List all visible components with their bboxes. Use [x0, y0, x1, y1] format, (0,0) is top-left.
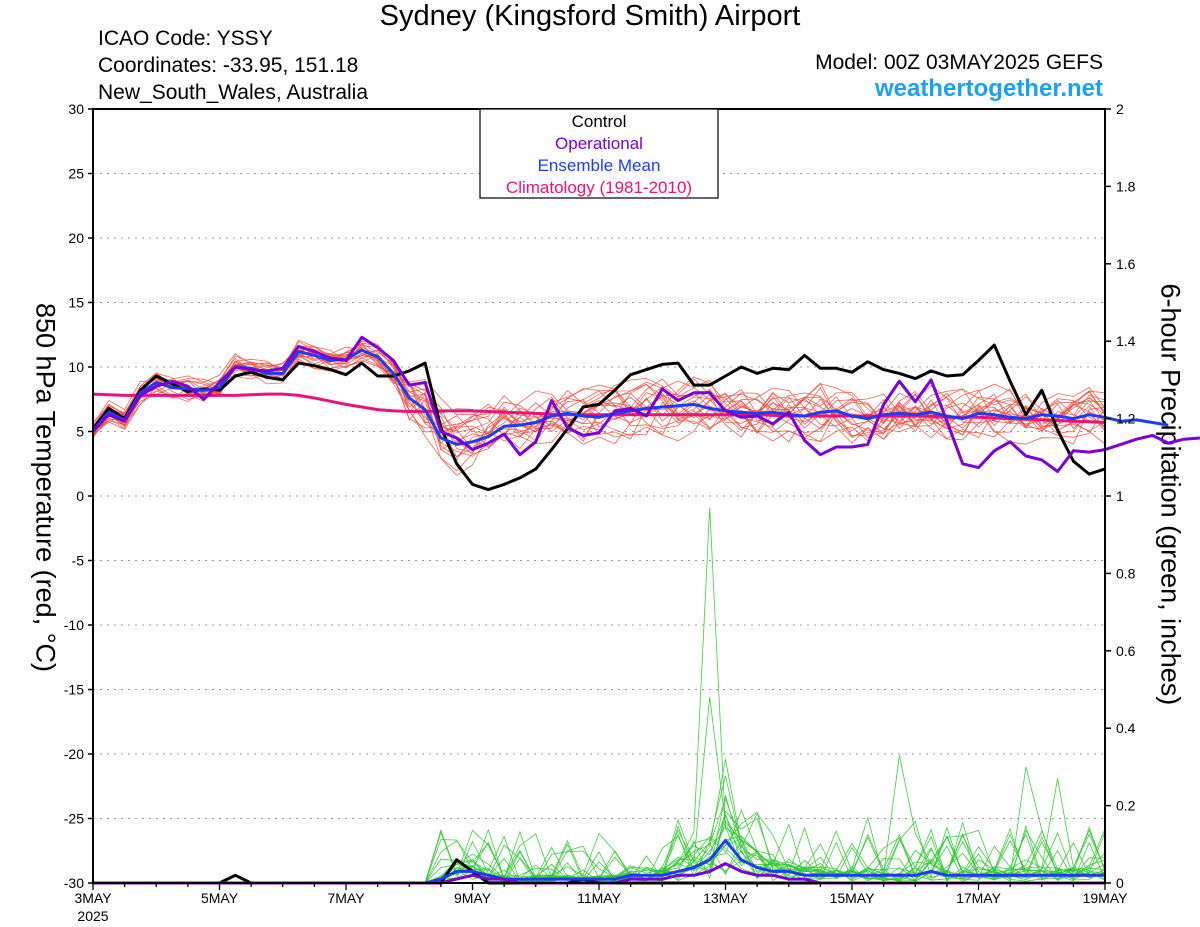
x-tick-label: 5MAY: [201, 890, 239, 906]
series-lines: [91, 335, 1200, 885]
y-tick-label: 5: [76, 424, 84, 440]
series-temp-operational: [91, 335, 1200, 473]
member-precip-line: [93, 507, 1106, 884]
y2-tick-label: 1.8: [1116, 178, 1136, 194]
y2-tick-label: 0: [1116, 875, 1124, 891]
member-precip-line: [93, 755, 1106, 884]
icao-code: ICAO Code: YSSY: [98, 27, 273, 50]
y-tick-label: 30: [68, 101, 84, 117]
x-tick-label: 15MAY: [830, 890, 876, 906]
member-precip-line: [93, 795, 1106, 884]
series-temp-control: [91, 343, 1106, 492]
y2-tick-label: 1: [1116, 488, 1124, 504]
member-temp-line: [92, 353, 1106, 442]
axes: 302520151050-5-10-15-20-25-3021.81.61.41…: [64, 101, 1136, 924]
legend-entry: Operational: [555, 134, 643, 153]
x-tick-label: 19MAY: [1083, 890, 1129, 906]
legend: Control Operational Ensemble Mean Climatolo…: [479, 108, 719, 199]
x-tick-label: 7MAY: [327, 890, 365, 906]
model-run: Model: 00Z 03MAY2025 GEFS: [815, 51, 1103, 74]
site-link[interactable]: weathertogether.net: [874, 75, 1103, 102]
y2-tick-label: 1.2: [1116, 411, 1136, 427]
y-tick-label: 0: [76, 488, 84, 504]
legend-entry: Ensemble Mean: [538, 156, 661, 175]
y2-tick-label: 0.2: [1116, 798, 1136, 814]
member-precip-line: [93, 759, 1106, 884]
series-temp-climatology-1981-2010: [92, 392, 1106, 424]
y2-tick-label: 0.6: [1116, 643, 1136, 659]
coordinates: Coordinates: -33.95, 151.18: [98, 54, 359, 77]
y-tick-label: 20: [68, 230, 84, 246]
y-tick-label: -25: [64, 811, 84, 827]
member-precip-line: [93, 775, 1106, 884]
y-tick-label: -15: [64, 682, 84, 698]
legend-entry: Control: [572, 112, 627, 131]
x-tick-label: 13MAY: [703, 890, 749, 906]
y-tick-label: -20: [64, 746, 84, 762]
x-tick-label: 3MAY: [74, 890, 112, 906]
member-precip-line: [93, 797, 1106, 884]
y-tick-label: 10: [68, 359, 84, 375]
legend-entry: Climatology (1981-2010): [506, 178, 692, 197]
x-tick-label: 11MAY: [577, 890, 621, 906]
y2-tick-label: 1.6: [1116, 256, 1136, 272]
region: New_South_Wales, Australia: [98, 81, 369, 104]
chart-title: Sydney (Kingsford Smith) Airport: [379, 0, 801, 32]
member-precip-line: [93, 778, 1106, 884]
grid-lines: [93, 173, 1105, 819]
member-temp-line: [92, 343, 1106, 445]
y2-tick-label: 2: [1116, 101, 1124, 117]
series-temp-ensemble-mean: [91, 348, 1169, 446]
y-tick-label: -30: [64, 875, 84, 891]
x-tick-label: 17MAY: [956, 890, 1002, 906]
member-temp-line: [92, 345, 1106, 439]
y2-tick-label: 0.8: [1116, 565, 1136, 581]
y2-tick-label: 1.4: [1116, 333, 1136, 349]
member-temp-line: [92, 343, 1106, 437]
y-tick-label: -10: [64, 617, 84, 633]
y2-tick-label: 0.4: [1116, 720, 1136, 736]
legend-box: [479, 108, 719, 199]
y-tick-label: 25: [68, 166, 84, 182]
x-tick-label: 9MAY: [454, 890, 492, 906]
ensemble-members: [92, 339, 1106, 884]
x-tick-sublabel: 2025: [77, 908, 108, 924]
y-tick-label: -5: [72, 553, 85, 569]
y-tick-label: 15: [68, 295, 84, 311]
member-precip-line: [93, 766, 1106, 884]
member-temp-line: [92, 345, 1106, 442]
